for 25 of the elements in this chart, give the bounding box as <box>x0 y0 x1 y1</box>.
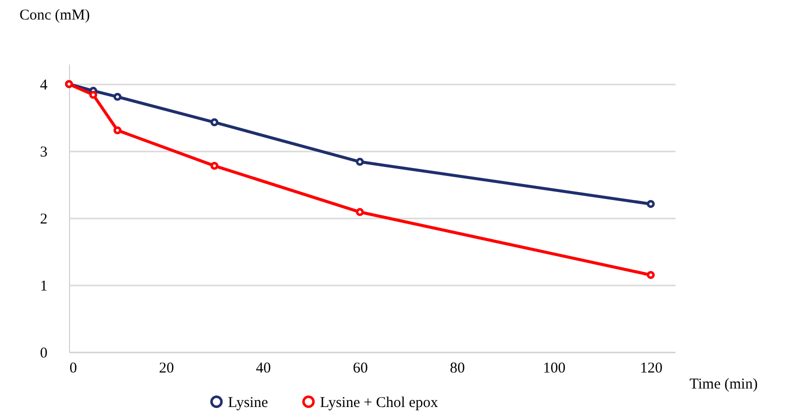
y-tick-label: 2 <box>40 212 48 228</box>
point <box>356 158 364 166</box>
y-tick-label: 0 <box>40 346 48 362</box>
point <box>356 208 364 216</box>
x-tick-label: 60 <box>352 360 368 376</box>
x-tick-label: 20 <box>158 360 174 376</box>
point <box>646 200 655 208</box>
y-axis-title: Conc (mM) <box>20 8 90 24</box>
x-tick-label: 120 <box>640 360 663 376</box>
y-tick-label: 3 <box>40 144 48 161</box>
point <box>210 162 218 170</box>
x-tick-label: 80 <box>450 360 465 376</box>
y-tick-label: 4 <box>40 78 48 94</box>
legend-label: Lysine + Chol epox <box>320 394 439 411</box>
legend-label: Lysine <box>228 394 268 411</box>
x-tick-label: 40 <box>256 360 271 376</box>
x-axis-title: Time (min) <box>690 376 758 392</box>
point <box>113 92 122 101</box>
x-tick-label: 0 <box>70 360 77 376</box>
point <box>113 126 122 134</box>
y-tick-label: 1 <box>40 278 48 295</box>
point <box>210 118 218 126</box>
x-tick-label: 100 <box>543 360 566 376</box>
point <box>646 270 655 279</box>
point <box>89 90 98 99</box>
